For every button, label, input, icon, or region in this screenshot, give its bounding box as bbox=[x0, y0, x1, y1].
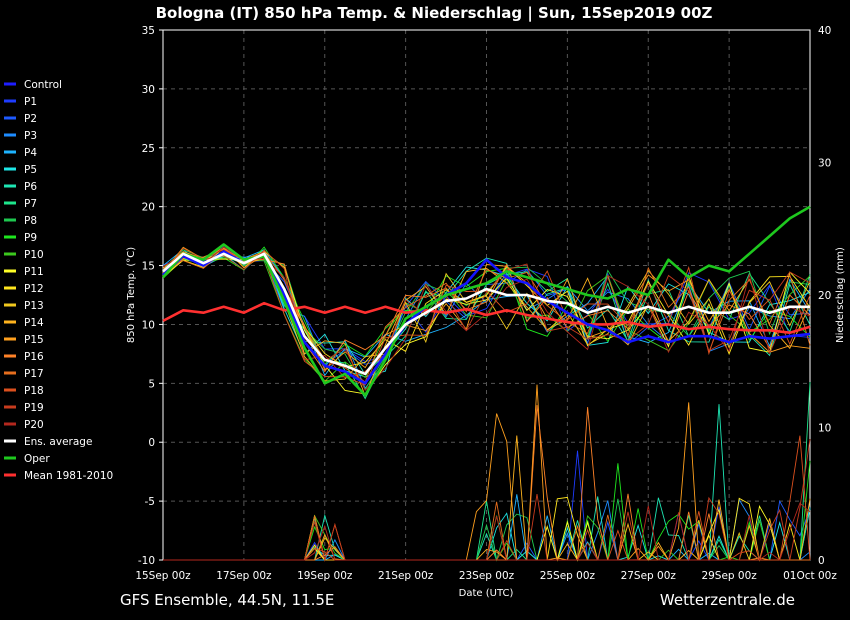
footer-source: GFS Ensemble, 44.5N, 11.5E bbox=[120, 591, 334, 609]
legend-entry: P10 bbox=[24, 249, 44, 261]
x-tick-label: 19Sep 00z bbox=[297, 570, 353, 582]
legend: Control P1 P2 P3 P4 P5 P6 P7 P8 P9 P10 P11 P12 P13 P14… bbox=[4, 79, 113, 482]
legend-entry: P9 bbox=[24, 232, 37, 244]
chart-title: Bologna (IT) 850 hPa Temp. & Niederschla… bbox=[156, 4, 713, 23]
x-axis-label: Date (UTC) bbox=[459, 588, 514, 599]
y2-tick-label: 20 bbox=[818, 290, 831, 302]
y2-axis-label: Niederschlag (mm) bbox=[835, 247, 846, 343]
legend-entry: Oper bbox=[24, 453, 50, 465]
legend-entry: P11 bbox=[24, 266, 44, 278]
legend-entry: P16 bbox=[24, 351, 44, 363]
y-tick-label: 35 bbox=[142, 25, 155, 37]
x-tick-label: 29Sep 00z bbox=[701, 570, 757, 582]
x-tick-label: 21Sep 00z bbox=[378, 570, 434, 582]
legend-entry: P12 bbox=[24, 283, 44, 295]
series-line-climate bbox=[162, 301, 811, 334]
legend-entry: Control bbox=[24, 79, 62, 91]
legend-entry: P13 bbox=[24, 300, 44, 312]
series-line-average bbox=[162, 252, 810, 376]
x-tick-label: 01Oct 00z bbox=[783, 570, 837, 582]
x-axis-ticks: 15Sep 00z 17Sep 00z 19Sep 00z 21Sep 00z 23Se… bbox=[135, 570, 837, 582]
series-line-oper bbox=[162, 205, 811, 397]
y-axis-label: 850 hPa Temp. (°C) bbox=[126, 247, 137, 343]
legend-entry: P18 bbox=[24, 385, 44, 397]
x-tick-label: 25Sep 00z bbox=[540, 570, 596, 582]
footer-site: Wetterzentrale.de bbox=[660, 591, 795, 609]
legend-entry: P20 bbox=[24, 419, 44, 431]
legend-entry: P5 bbox=[24, 164, 37, 176]
y-tick-label: -5 bbox=[145, 496, 155, 508]
member-precip-line bbox=[163, 502, 811, 561]
legend-entry: P14 bbox=[24, 317, 44, 329]
member-line bbox=[162, 250, 811, 383]
y-tick-label: 25 bbox=[142, 143, 155, 155]
y-tick-label: 15 bbox=[142, 261, 155, 273]
legend-entry: Mean 1981-2010 bbox=[24, 470, 113, 482]
y-tick-label: -10 bbox=[138, 555, 155, 567]
member-line bbox=[162, 247, 811, 386]
legend-entry: P6 bbox=[24, 181, 37, 193]
y-tick-label: 30 bbox=[142, 84, 155, 96]
x-tick-label: 23Sep 00z bbox=[459, 570, 515, 582]
y-tick-label: 5 bbox=[148, 378, 155, 390]
ensemble-member-series bbox=[162, 246, 811, 400]
precipitation-series bbox=[163, 381, 811, 562]
legend-entry: P19 bbox=[24, 402, 44, 414]
y-tick-label: 0 bbox=[148, 437, 155, 449]
key-series bbox=[162, 205, 811, 397]
legend-entry: P7 bbox=[24, 198, 37, 210]
legend-entry: P1 bbox=[24, 96, 37, 108]
legend-entry: P8 bbox=[24, 215, 37, 227]
x-tick-label: 17Sep 00z bbox=[216, 570, 272, 582]
legend-entry: Ens. average bbox=[24, 436, 92, 448]
y2-tick-label: 0 bbox=[818, 555, 825, 567]
x-tick-label: 27Sep 00z bbox=[621, 570, 677, 582]
legend-entry: P3 bbox=[24, 130, 37, 142]
y2-tick-label: 10 bbox=[818, 423, 831, 435]
y2-axis-ticks: 40 30 20 10 0 bbox=[818, 25, 831, 567]
y-axis-ticks: 35 30 25 20 15 10 5 0 -5 -10 bbox=[138, 25, 163, 567]
x-tick-label: 15Sep 00z bbox=[135, 570, 191, 582]
legend-entry: P15 bbox=[24, 334, 44, 346]
legend-entry: P2 bbox=[24, 113, 37, 125]
y-tick-label: 10 bbox=[142, 319, 155, 331]
legend-entry: P17 bbox=[24, 368, 44, 380]
y2-tick-label: 30 bbox=[818, 158, 831, 170]
member-line bbox=[162, 249, 811, 379]
y2-tick-label: 40 bbox=[818, 25, 831, 37]
legend-entry: P4 bbox=[24, 147, 37, 159]
y-tick-label: 20 bbox=[142, 202, 155, 214]
